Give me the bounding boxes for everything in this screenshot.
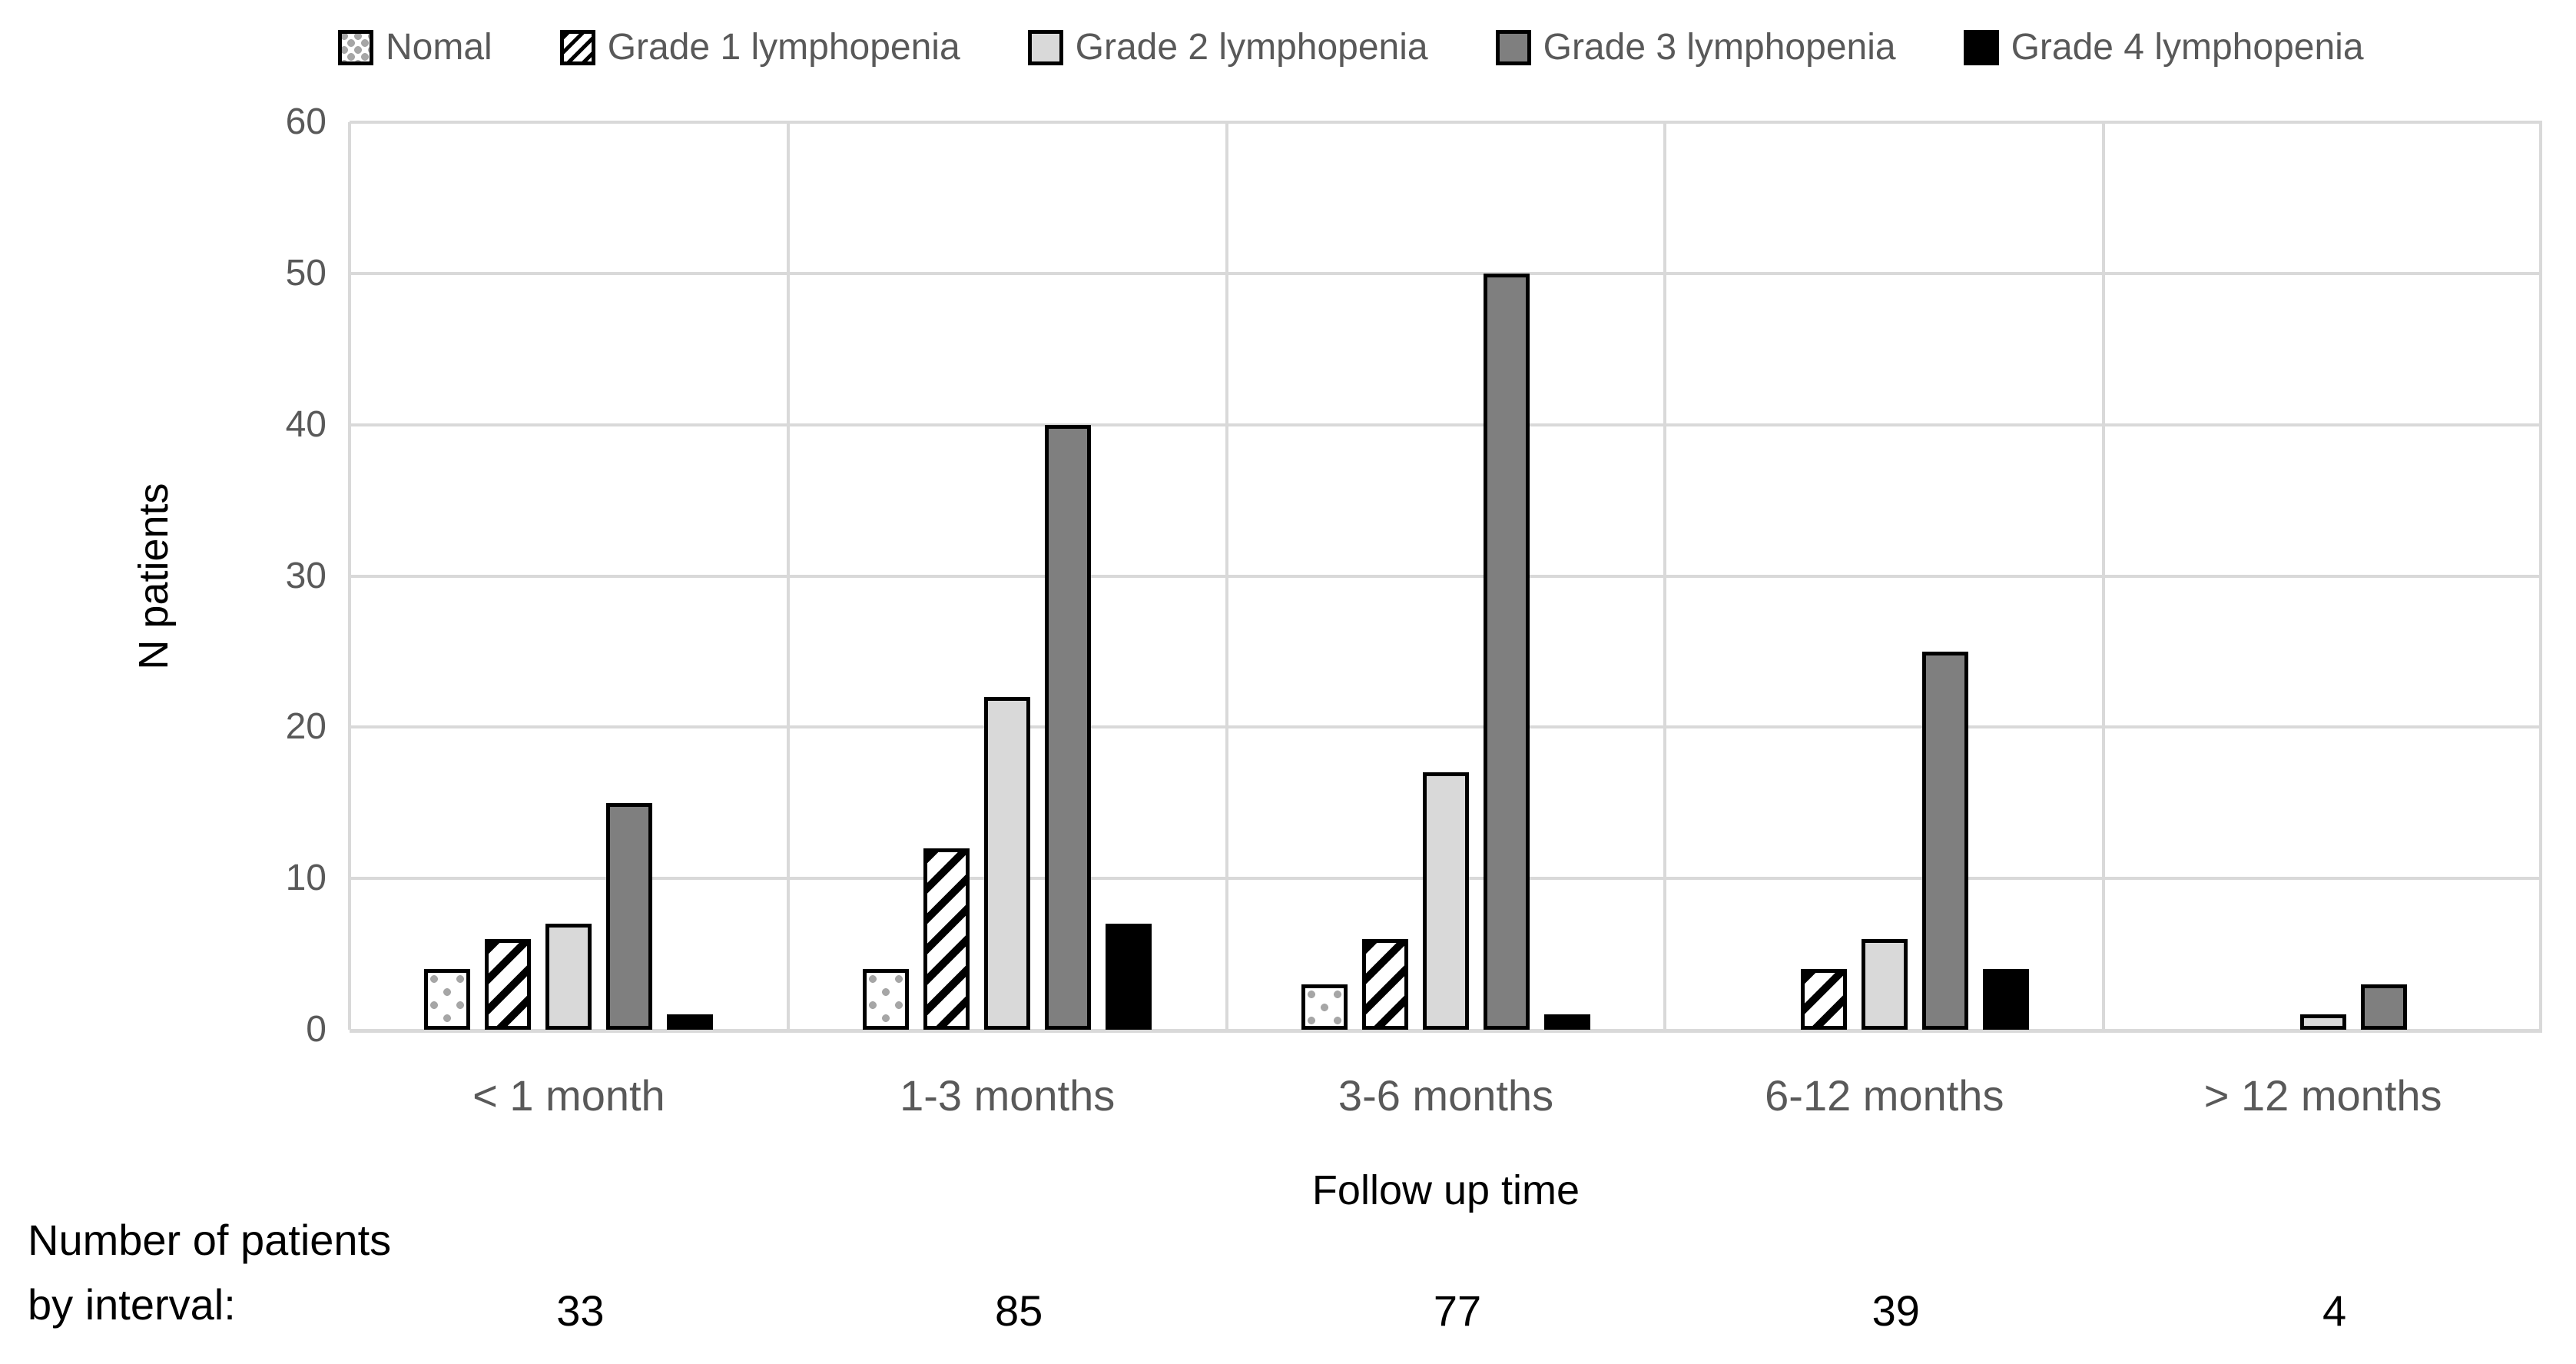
- x-axis-line: [350, 1029, 2542, 1033]
- x-category-label-1-month: < 1 month: [472, 1071, 665, 1120]
- y-axis-title: N patients: [131, 483, 177, 670]
- bar-grade-2-lymphopenia-1-month: [545, 924, 592, 1030]
- x-category-label-3-6-months: 3-6 months: [1338, 1071, 1554, 1120]
- legend-label-grade-3-lymphopenia: Grade 3 lymphopenia: [1543, 27, 1896, 68]
- y-tick-label-20: 20: [285, 706, 327, 748]
- interval-count-3-6-months: 77: [1433, 1286, 1482, 1335]
- gridline-x-4: [2102, 122, 2106, 1030]
- x-axis-title: Follow up time: [1311, 1167, 1580, 1213]
- bar-grade-4-lymphopenia-6-12-months: [1982, 969, 2029, 1030]
- bar-grade-2-lymphopenia-6-12-months: [1861, 938, 1908, 1030]
- y-tick-label-30: 30: [285, 555, 327, 596]
- y-tick-label-0: 0: [306, 1009, 327, 1050]
- legend-swatch-grade-1-lymphopenia: [559, 30, 595, 65]
- bar-grade-2-lymphopenia-3-6-months: [1423, 772, 1469, 1030]
- bar-grade-4-lymphopenia-1-month: [667, 1014, 714, 1030]
- bar-grade-4-lymphopenia-3-6-months: [1544, 1014, 1590, 1030]
- bar-grade-1-lymphopenia-1-month: [485, 938, 532, 1030]
- x-category-label-6-12-months: 6-12 months: [1765, 1071, 2004, 1120]
- bar-grade-3-lymphopenia-12-months: [2360, 984, 2407, 1030]
- footnote: Number of patients by interval:: [28, 1208, 391, 1337]
- bar-grade-2-lymphopenia-1-3-months: [984, 696, 1031, 1030]
- bar-grade-3-lymphopenia-1-3-months: [1045, 424, 1092, 1030]
- bar-nomal-3-6-months: [1301, 984, 1348, 1030]
- legend-swatch-grade-2-lymphopenia: [1027, 30, 1063, 65]
- legend-label-grade-2-lymphopenia: Grade 2 lymphopenia: [1075, 27, 1428, 68]
- bar-grade-1-lymphopenia-1-3-months: [923, 848, 970, 1030]
- y-tick-label-50: 50: [285, 252, 327, 294]
- gridline-y-50: [350, 271, 2542, 275]
- legend-label-nomal: Nomal: [386, 27, 492, 68]
- footnote-line-2: by interval:: [28, 1280, 236, 1329]
- legend-swatch-grade-4-lymphopenia: [1963, 30, 1999, 65]
- bar-nomal-1-month: [424, 969, 471, 1030]
- y-tick-label-60: 60: [285, 101, 327, 142]
- bar-grade-1-lymphopenia-6-12-months: [1800, 969, 1847, 1030]
- bar-grade-3-lymphopenia-3-6-months: [1484, 273, 1530, 1030]
- bar-grade-3-lymphopenia-6-12-months: [1921, 651, 1968, 1030]
- legend-label-grade-1-lymphopenia: Grade 1 lymphopenia: [607, 27, 960, 68]
- bar-grade-1-lymphopenia-3-6-months: [1362, 938, 1408, 1030]
- interval-count-12-months: 4: [2322, 1286, 2347, 1335]
- bar-nomal-1-3-months: [863, 969, 910, 1030]
- interval-count-1-month: 33: [556, 1286, 605, 1335]
- footnote-line-1: Number of patients: [28, 1216, 392, 1264]
- legend-item-nomal: Nomal: [338, 29, 492, 66]
- gridline-y-20: [350, 725, 2542, 729]
- legend-swatch-grade-3-lymphopenia: [1495, 30, 1531, 65]
- interval-count-6-12-months: 39: [1871, 1286, 1920, 1335]
- gridline-x-5: [2539, 122, 2542, 1030]
- gridline-x-2: [1225, 122, 1228, 1030]
- bar-grade-2-lymphopenia-12-months: [2299, 1014, 2346, 1030]
- gridline-y-40: [350, 423, 2542, 426]
- x-category-label-1-3-months: 1-3 months: [900, 1071, 1116, 1120]
- legend-item-grade-2-lymphopenia: Grade 2 lymphopenia: [1027, 27, 1428, 68]
- x-category-label-12-months: > 12 months: [2203, 1071, 2442, 1120]
- gridline-y-30: [350, 574, 2542, 578]
- legend-item-grade-4-lymphopenia: Grade 4 lymphopenia: [1963, 27, 2364, 68]
- legend-item-grade-3-lymphopenia: Grade 3 lymphopenia: [1495, 27, 1896, 68]
- gridline-y-60: [350, 121, 2542, 124]
- legend-item-grade-1-lymphopenia: Grade 1 lymphopenia: [559, 27, 960, 68]
- legend-label-grade-4-lymphopenia: Grade 4 lymphopenia: [2011, 27, 2364, 68]
- chart-legend: Nomal Grade 1 lymphopenia Grade 2 lymphope…: [338, 29, 2364, 66]
- y-tick-label-10: 10: [285, 858, 327, 899]
- gridline-x-1: [786, 122, 790, 1030]
- gridline-x-3: [1663, 122, 1667, 1030]
- bar-grade-3-lymphopenia-1-month: [606, 802, 653, 1030]
- y-axis-line: [348, 122, 351, 1030]
- bar-grade-4-lymphopenia-1-3-months: [1106, 924, 1152, 1030]
- y-tick-label-40: 40: [285, 403, 327, 445]
- plot-area: [348, 121, 2542, 1033]
- legend-swatch-nomal: [338, 30, 373, 65]
- interval-count-1-3-months: 85: [995, 1286, 1043, 1335]
